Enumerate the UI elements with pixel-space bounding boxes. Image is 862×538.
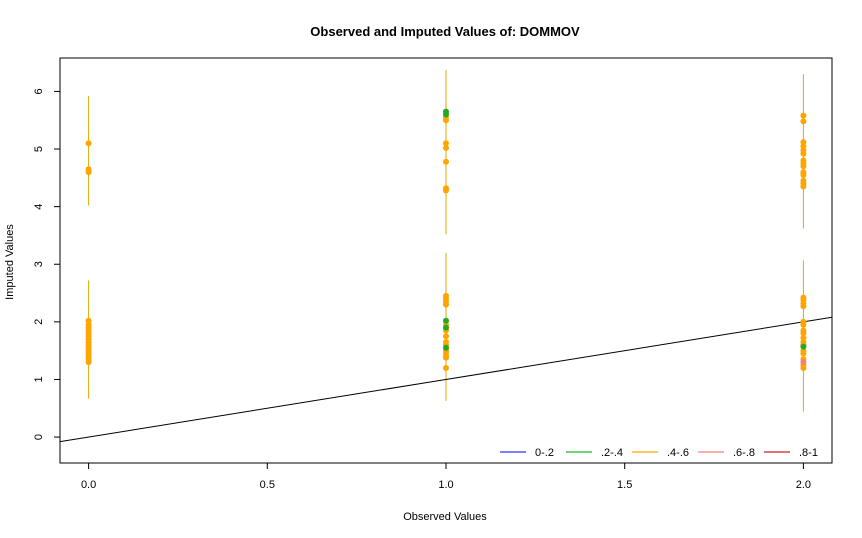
x-axis-label: Observed Values xyxy=(403,511,487,523)
data-point xyxy=(443,158,449,165)
y-axis-label: Imputed Values xyxy=(4,224,16,300)
data-point xyxy=(443,111,449,118)
reference-line xyxy=(60,316,832,443)
data-point xyxy=(443,187,449,194)
data-point xyxy=(443,301,449,308)
data-point xyxy=(800,171,807,178)
data-point xyxy=(443,344,449,351)
data-point xyxy=(800,359,807,366)
data-point xyxy=(443,333,449,340)
data-point xyxy=(800,118,807,125)
data-point xyxy=(443,324,449,331)
data-point xyxy=(443,144,449,151)
data-point xyxy=(443,354,449,361)
data-point xyxy=(443,117,449,124)
legend-label: .2-.4 xyxy=(601,447,623,459)
y-tick-label: 3 xyxy=(33,261,45,267)
data-point xyxy=(443,364,449,371)
data-point xyxy=(800,163,807,170)
x-tick-label: 1.0 xyxy=(438,479,453,491)
data-point xyxy=(800,330,807,337)
y-tick-label: 2 xyxy=(33,319,45,325)
data-point xyxy=(85,140,92,147)
x-tick-label: 0.5 xyxy=(260,479,275,491)
data-point xyxy=(85,169,92,176)
legend-label: .6-.8 xyxy=(733,447,755,459)
x-tick-label: 1.5 xyxy=(617,479,632,491)
legend: 0-.2 .2-.4 .4-.6 .6-.8 .8-1 xyxy=(500,447,818,459)
legend-label: .8-1 xyxy=(799,447,818,459)
data-point xyxy=(800,303,807,310)
data-point xyxy=(800,364,807,371)
data-point xyxy=(85,359,92,366)
y-tick-label: 5 xyxy=(33,146,45,152)
data-point xyxy=(800,343,807,350)
y-tick-label: 4 xyxy=(33,204,45,210)
chart-title: Observed and Imputed Values of: DOMMOV xyxy=(310,24,580,39)
plot-inner xyxy=(60,70,832,443)
data-point xyxy=(800,321,807,328)
legend-label: .4-.6 xyxy=(667,447,689,459)
data-point xyxy=(800,112,807,119)
data-point xyxy=(800,183,807,190)
y-tick-label: 6 xyxy=(33,88,45,94)
y-tick-label: 0 xyxy=(33,434,45,440)
x-tick-label: 2.0 xyxy=(796,479,811,491)
data-point xyxy=(443,140,449,147)
plot-area xyxy=(60,70,832,443)
y-tick-label: 1 xyxy=(33,376,45,382)
axes: 0.0 0.5 1.0 1.5 2.0 0 1 2 3 4 5 6 xyxy=(33,88,811,491)
data-point xyxy=(443,317,449,324)
data-point xyxy=(800,150,807,157)
data-point xyxy=(800,350,807,357)
legend-label: 0-.2 xyxy=(535,447,554,459)
x-tick-label: 0.0 xyxy=(81,479,96,491)
